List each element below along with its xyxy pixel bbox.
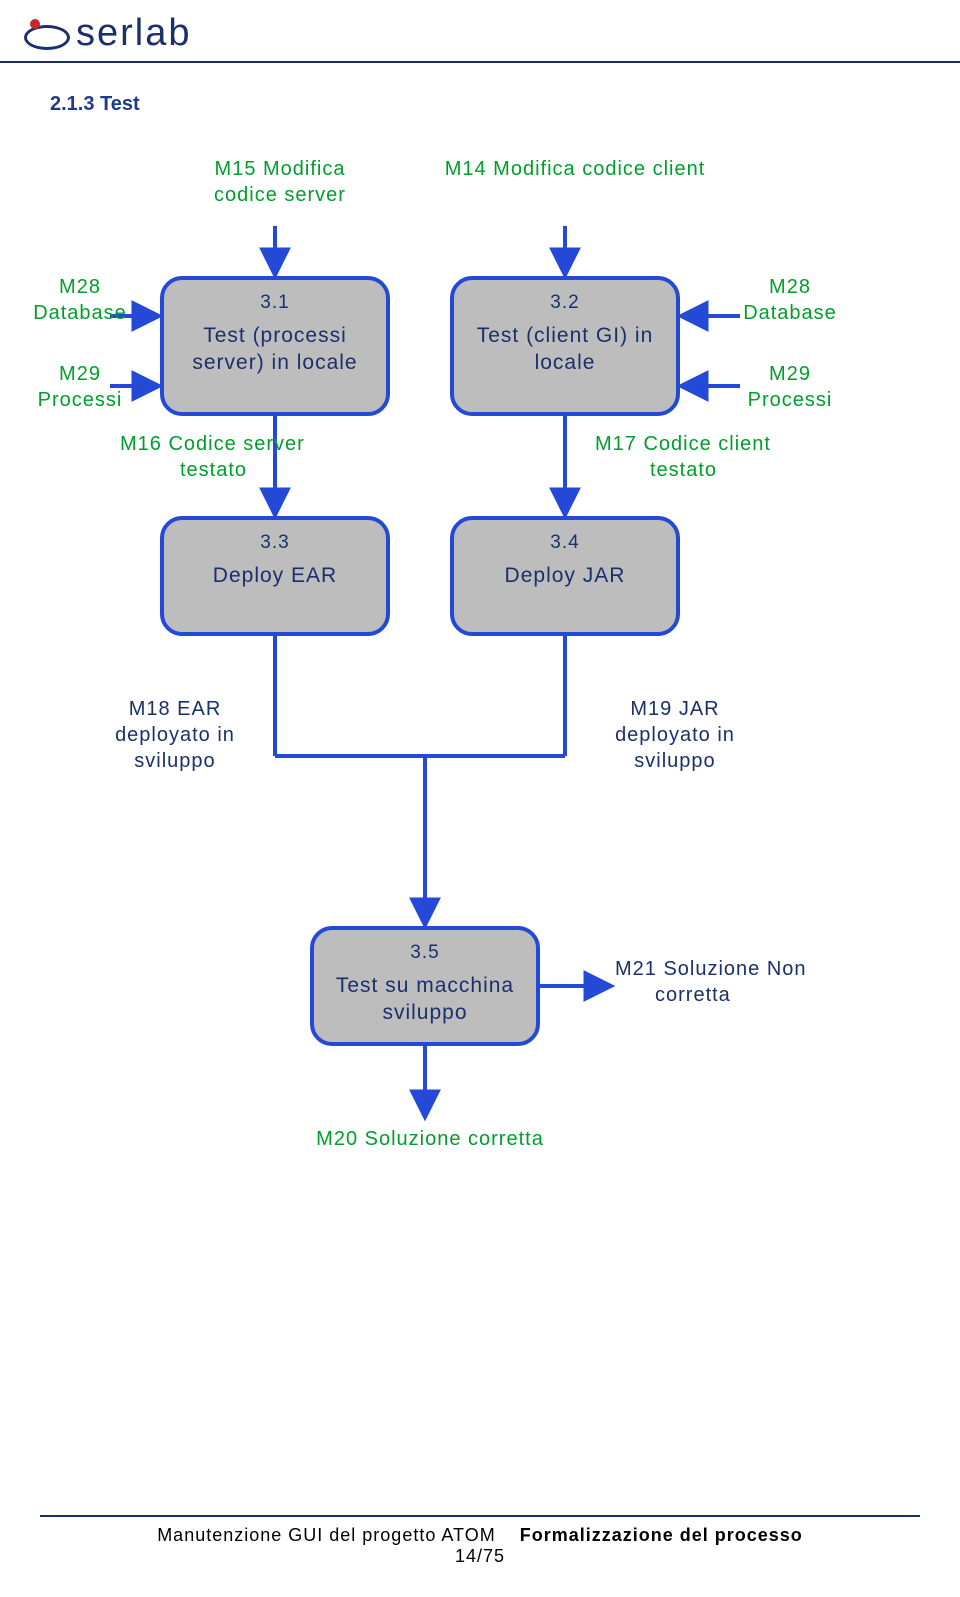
label-m29-right: M29 Processi [730, 361, 850, 413]
label-m15-l1: M15 Modifica [190, 156, 370, 182]
brand-wordmark: serlab [76, 12, 192, 55]
node-3-2: 3.2 Test (client GI) in locale [450, 276, 680, 416]
node-3-3-num: 3.3 [174, 532, 376, 554]
node-3-2-num: 3.2 [464, 292, 666, 314]
footer-rule [40, 1515, 920, 1517]
node-3-3: 3.3 Deploy EAR [160, 516, 390, 636]
label-m19: M19 JAR deployato in sviluppo [590, 696, 760, 774]
label-m28-right: M28 Database [730, 274, 850, 326]
label-m17: M17 Codice client testato [595, 431, 825, 483]
label-m14: M14 Modifica codice client [430, 156, 720, 182]
section-title: 2.1.3 Test [50, 93, 910, 116]
node-3-1-lab1: Test (processi [174, 322, 376, 349]
node-3-3-lab1: Deploy EAR [174, 562, 376, 589]
node-3-5: 3.5 Test su macchina sviluppo [310, 926, 540, 1046]
node-3-2-lab1: Test (client GI) in [464, 322, 666, 349]
label-m15: M15 Modifica codice server [190, 156, 370, 208]
node-3-5-lab1: Test su macchina [324, 972, 526, 999]
label-m15-l2: codice server [190, 182, 370, 208]
label-m14-l1: M14 Modifica codice client [430, 156, 720, 182]
label-m29-left: M29 Processi [30, 361, 130, 413]
label-m28-left: M28 Database [30, 274, 130, 326]
logo-icon [24, 19, 66, 49]
footer-text: Manutenzione GUI del progetto ATOM Forma… [0, 1525, 960, 1546]
footer-left: Manutenzione GUI del progetto ATOM [157, 1525, 496, 1545]
header-bar: serlab [0, 0, 960, 63]
node-3-1-lab2: server) in locale [174, 349, 376, 376]
footer-right: Formalizzazione del processo [520, 1525, 803, 1545]
node-3-5-num: 3.5 [324, 942, 526, 964]
node-3-4: 3.4 Deploy JAR [450, 516, 680, 636]
label-m16: M16 Codice server testato [120, 431, 350, 483]
node-3-4-lab1: Deploy JAR [464, 562, 666, 589]
footer-page-num: 14/75 [0, 1546, 960, 1567]
node-3-2-lab2: locale [464, 349, 666, 376]
node-3-5-lab2: sviluppo [324, 999, 526, 1026]
node-3-1-num: 3.1 [174, 292, 376, 314]
node-3-1: 3.1 Test (processi server) in locale [160, 276, 390, 416]
node-3-4-num: 3.4 [464, 532, 666, 554]
flowchart: M15 Modifica codice server M14 Modifica … [50, 156, 910, 1206]
label-m21: M21 Soluzione Non corretta [615, 956, 845, 1008]
label-m18: M18 EAR deployato in sviluppo [90, 696, 260, 774]
page-footer: Manutenzione GUI del progetto ATOM Forma… [0, 1515, 960, 1567]
label-m20: M20 Soluzione corretta [280, 1126, 580, 1152]
